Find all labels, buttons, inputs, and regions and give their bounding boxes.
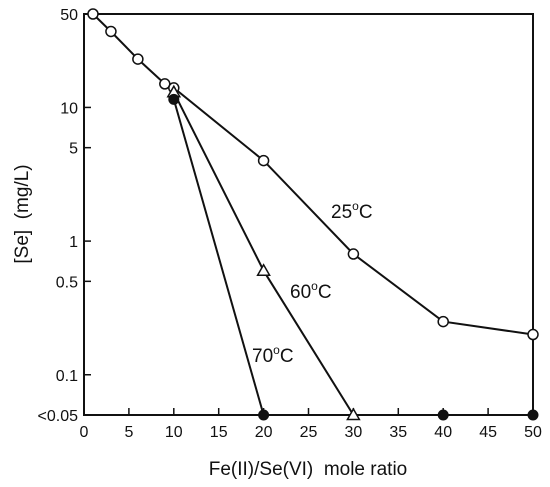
series-label-60c: 60oC <box>290 279 332 303</box>
x-tick-label: 0 <box>80 424 89 441</box>
x-axis-title: Fe(II)/Se(VI) mole ratio <box>209 459 408 480</box>
series-markers <box>87 8 539 421</box>
data-point-open-circle <box>105 25 117 38</box>
y-tick-label: 10 <box>60 100 78 117</box>
series-label-70c: 70oC <box>252 343 294 367</box>
y-tick-label: <0.05 <box>38 408 79 425</box>
data-point-open-circle <box>437 315 449 328</box>
x-tick-label: 5 <box>124 424 133 441</box>
y-tick-label: 5 <box>69 141 78 158</box>
series-lines <box>92 13 534 416</box>
x-tick-label: 40 <box>434 424 452 441</box>
data-point-open-circle <box>87 8 99 20</box>
y-tick-label: 50 <box>60 7 78 24</box>
y-tick-label: 0.1 <box>56 368 78 385</box>
data-point-open-circle <box>132 53 144 65</box>
x-tick-label: 15 <box>210 424 228 441</box>
x-tick-label: 25 <box>300 424 318 441</box>
plot-frame <box>83 13 534 416</box>
x-tick-label: 10 <box>165 424 183 441</box>
series-line-2 <box>172 99 265 416</box>
data-point-filled-circle <box>437 409 449 421</box>
data-point-open-circle <box>257 154 270 167</box>
y-axis: 50 10 5 1 0.5 0.1 <0.05 <box>38 7 91 425</box>
data-point-filled-circle <box>168 93 180 105</box>
x-tick-label: 35 <box>389 424 407 441</box>
x-tick-label: 20 <box>255 424 273 441</box>
series-labels: 25oC 60oC 70oC <box>252 199 373 367</box>
x-axis: 0 5 10 15 20 25 30 35 40 45 50 <box>80 408 542 441</box>
data-point-open-triangle <box>346 407 361 421</box>
data-point-open-circle <box>527 328 539 341</box>
data-point-open-triangle <box>256 263 271 276</box>
y-axis-title: [Se] (mg/L) <box>12 164 33 263</box>
series-label-25c: 25oC <box>331 199 373 223</box>
data-point-filled-circle <box>258 409 270 421</box>
x-tick-label: 30 <box>345 424 363 441</box>
y-tick-label: 0.5 <box>56 274 78 291</box>
y-tick-label: 1 <box>69 234 78 251</box>
x-tick-label: 45 <box>479 424 497 441</box>
data-point-filled-circle <box>527 409 539 421</box>
x-tick-label: 50 <box>524 424 542 441</box>
data-point-open-circle <box>347 248 360 260</box>
plot-border <box>83 13 534 416</box>
